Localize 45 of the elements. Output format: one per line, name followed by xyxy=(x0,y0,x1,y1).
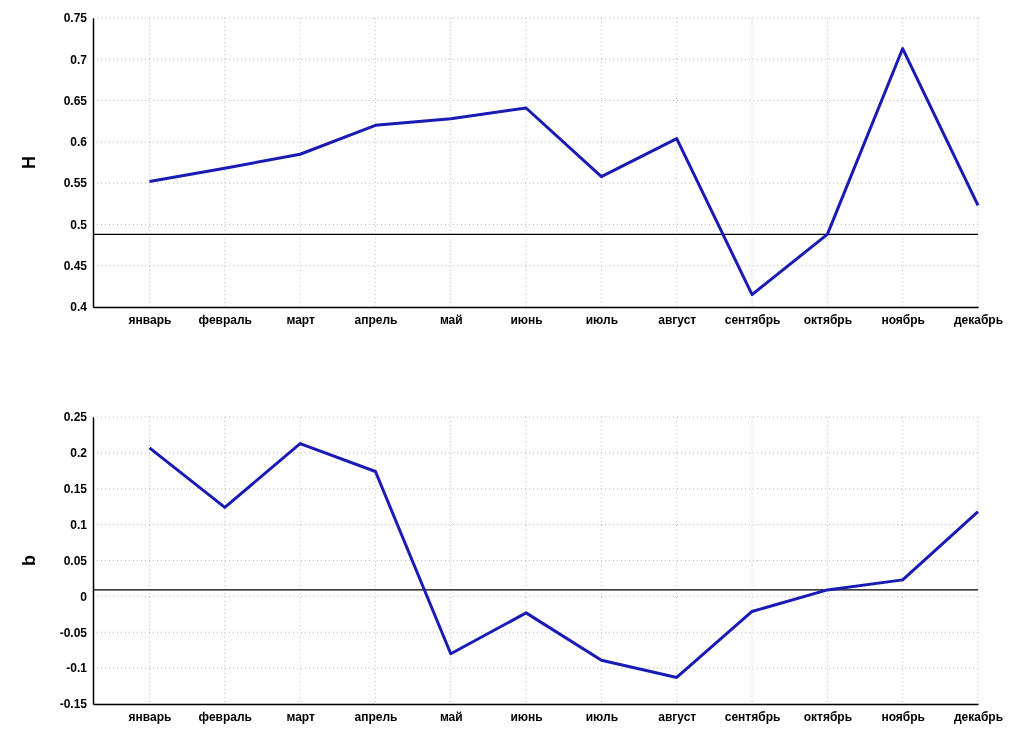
x-tick-label: октябрь xyxy=(803,312,853,327)
x-tick-label: август xyxy=(658,312,697,327)
y-tick-label: 0.25 xyxy=(63,410,88,425)
y-tick-label: 0.2 xyxy=(70,446,88,461)
y-tick-label: 0.7 xyxy=(70,52,88,67)
y-tick-label: 0.5 xyxy=(70,217,88,232)
x-tick-label: июнь xyxy=(510,312,543,327)
y-tick-label: 0.45 xyxy=(63,259,88,274)
x-tick-label: май xyxy=(439,312,463,327)
y-tick-label: 0.05 xyxy=(63,553,88,568)
x-tick-label: декабрь xyxy=(953,709,1004,724)
x-tick-label: ноябрь xyxy=(881,709,925,724)
x-tick-label: апрель xyxy=(354,312,398,327)
x-tick-label: июль xyxy=(585,312,619,327)
x-tick-label: февраль xyxy=(198,709,253,724)
x-tick-label: ноябрь xyxy=(881,312,925,327)
x-tick-label: август xyxy=(658,709,697,724)
y-tick-label: 0.65 xyxy=(63,93,88,108)
y-axis-title: b xyxy=(19,555,39,566)
x-tick-label: июль xyxy=(585,709,619,724)
x-tick-label: июнь xyxy=(510,709,543,724)
y-tick-label: 0.4 xyxy=(70,300,88,315)
y-tick-label: -0.1 xyxy=(66,661,88,676)
x-tick-label: сентябрь xyxy=(724,312,781,327)
y-tick-label: -0.15 xyxy=(59,697,88,712)
line-series xyxy=(147,442,980,679)
x-tick-label: январь xyxy=(128,709,172,724)
x-tick-label: апрель xyxy=(354,709,398,724)
x-tick-label: май xyxy=(439,709,463,724)
line-series xyxy=(147,47,980,297)
y-tick-label: 0.15 xyxy=(63,482,88,497)
x-tick-label: сентябрь xyxy=(724,709,781,724)
y-tick-label: 0.1 xyxy=(70,517,88,532)
y-tick-label: 0.55 xyxy=(63,176,88,191)
y-tick-label: 0.6 xyxy=(70,135,88,150)
y-tick-label: -0.05 xyxy=(59,625,88,640)
x-tick-label: январь xyxy=(128,312,172,327)
x-tick-label: март xyxy=(286,312,315,327)
x-tick-label: март xyxy=(286,709,315,724)
y-axis-title: H xyxy=(19,156,39,169)
x-tick-label: декабрь xyxy=(953,312,1004,327)
y-tick-label: 0.75 xyxy=(63,11,88,26)
x-tick-label: февраль xyxy=(198,312,253,327)
y-tick-label: 0 xyxy=(80,589,88,604)
x-tick-label: октябрь xyxy=(803,709,853,724)
